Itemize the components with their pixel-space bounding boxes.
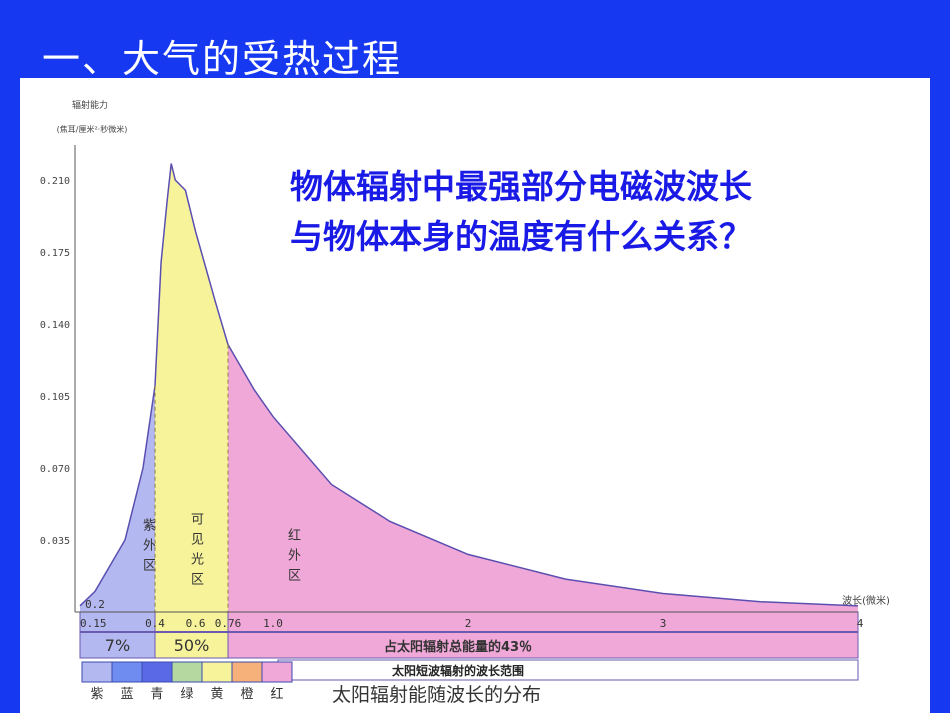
x-tick-label: 0.4 (145, 617, 165, 630)
spectrum-swatch-0 (81, 661, 113, 683)
spectrum-swatch-6 (261, 661, 293, 683)
solar-radiation-chart: 太阳短波辐射的波长范围 7% 50% 占太阳辐射总能量的43％ 0.035 0.070 0.… (40, 99, 890, 706)
region-band-2 (227, 611, 859, 659)
range-band (277, 659, 859, 681)
x-tick-label: 0.2 (85, 598, 105, 611)
radiation-curve (79, 163, 859, 607)
y-tick-label: 0.070 (40, 464, 70, 475)
x-tick-label: 2 (465, 617, 472, 630)
x-tick-label: 1.0 (263, 617, 283, 630)
spectrum-label: 黄 (210, 687, 223, 702)
x-tick-label: 0.6 (186, 617, 206, 630)
region-share-0: 7% (105, 636, 130, 655)
region-share-2: 占太阳辐射总能量的43％ (384, 639, 532, 655)
x-tick-label: 0.15 (80, 617, 107, 630)
question-text: 物体辐射中最强部分电磁波波长 与物体本身的温度有什么关系？ (282, 158, 930, 410)
question-line-2: 与物体本身的温度有什么关系？ (290, 217, 752, 256)
y-tick-label: 0.140 (40, 320, 70, 331)
spectrum-label: 蓝 (120, 687, 133, 702)
slide-title: 一、大气的受热过程 (42, 37, 403, 81)
region-area-2 (228, 344, 858, 612)
chart-panel: 太阳短波辐射的波长范围 7% 50% 占太阳辐射总能量的43％ 0.035 0.070 0.… (20, 78, 930, 713)
y-tick-label: 0.105 (40, 392, 70, 403)
region-label-infrared: 红外区 (285, 528, 300, 588)
x-tick-label: 0.76 (215, 617, 242, 630)
region-band-1 (154, 611, 229, 659)
range-label: 太阳短波辐射的波长范围 (392, 663, 524, 678)
region-band-0 (79, 611, 156, 659)
x-axis-label: 波长(微米) (842, 594, 890, 607)
x-tick-label: 3 (660, 617, 667, 630)
y-axis-unit: (焦耳/厘米²·秒微米) (57, 124, 128, 134)
y-tick-label: 0.210 (40, 176, 70, 187)
spectrum-label: 绿 (180, 687, 193, 702)
spectrum-swatch-4 (201, 661, 233, 683)
y-tick-label: 0.035 (40, 536, 70, 547)
spectrum-swatch-1 (111, 661, 143, 683)
x-tick-label: 4 (857, 617, 864, 630)
region-share-1: 50% (174, 636, 210, 655)
chart-title: 太阳辐射能随波长的分布 (332, 684, 541, 706)
y-tick-label: 0.175 (40, 248, 70, 259)
region-label-uv: 紫外区 (140, 518, 155, 578)
spectrum-label: 紫 (90, 687, 103, 702)
spectrum-label: 青 (150, 687, 163, 702)
region-area-1 (155, 163, 228, 612)
spectrum-label: 红 (270, 686, 283, 702)
region-area-0 (80, 385, 155, 612)
spectrum-swatch-2 (141, 661, 173, 683)
spectrum-swatch-5 (231, 661, 263, 683)
spectrum-swatch-3 (171, 661, 203, 683)
spectrum-label: 橙 (240, 687, 253, 702)
question-line-1: 物体辐射中最强部分电磁波波长 (290, 167, 752, 206)
y-axis-label: 辐射能力 (72, 99, 108, 111)
region-label-visible: 可见光区 (188, 512, 203, 592)
